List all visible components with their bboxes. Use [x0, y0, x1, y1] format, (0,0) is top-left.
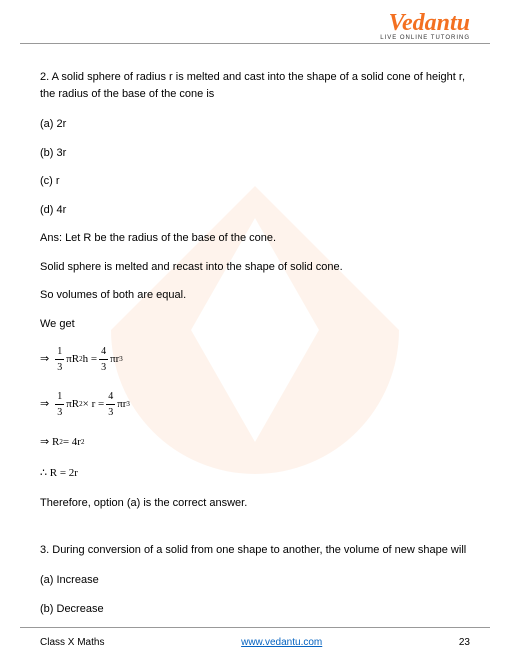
eq1: ⇒ 13 πR2 h = 43 πr3: [40, 344, 470, 375]
ans-l5: Therefore, option (a) is the correct ans…: [40, 495, 470, 512]
q2-opt-c: (c) r: [40, 173, 470, 190]
ans-l2: Solid sphere is melted and recast into t…: [40, 259, 470, 276]
ans-l3: So volumes of both are equal.: [40, 287, 470, 304]
eq3: ⇒ R2 = 4r2: [40, 434, 470, 451]
ans-l1: Ans: Let R be the radius of the base of …: [40, 230, 470, 247]
ans-l4: We get: [40, 316, 470, 333]
q2-text: 2. A solid sphere of radius r is melted …: [40, 69, 470, 102]
q2-opt-b: (b) 3r: [40, 145, 470, 162]
q3-text: 3. During conversion of a solid from one…: [40, 542, 470, 559]
q3-opt-b: (b) Decrease: [40, 601, 470, 618]
brand-tagline: LIVE ONLINE TUTORING: [40, 35, 470, 41]
eq2: ⇒ 13 πR2 × r = 43 πr3: [40, 389, 470, 420]
q3-opt-a: (a) Increase: [40, 572, 470, 589]
eq4: ∴ R = 2r: [40, 465, 470, 482]
header: Vedantu LIVE ONLINE TUTORING: [20, 0, 490, 44]
q2-opt-d: (d) 4r: [40, 202, 470, 219]
brand-logo: Vedantu: [40, 10, 470, 37]
q2-opt-a: (a) 2r: [40, 116, 470, 133]
content: 2. A solid sphere of radius r is melted …: [0, 44, 510, 639]
